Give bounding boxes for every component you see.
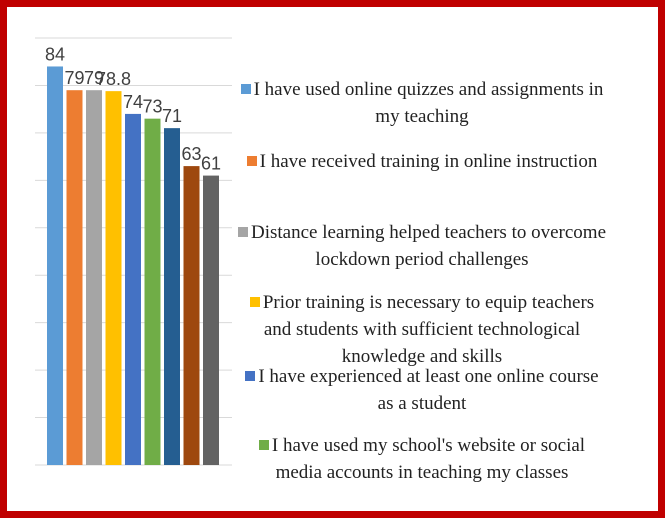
legend-label: I have used my school's website or socia… <box>271 435 586 483</box>
bar <box>86 90 102 465</box>
legend-label: Distance learning helped teachers to ove… <box>250 222 607 270</box>
bar <box>183 166 200 465</box>
bar <box>125 113 141 466</box>
data-label: 63 <box>181 144 201 164</box>
data-label: 78.8 <box>96 69 131 89</box>
bar <box>203 175 219 466</box>
legend-swatch <box>245 371 256 381</box>
legend-entry: I have received training in online instr… <box>236 148 608 175</box>
legend-entry: I have experienced at least one online c… <box>236 363 608 417</box>
legend-swatch <box>237 227 248 237</box>
legend-label: I have used online quizzes and assignmen… <box>253 79 604 127</box>
data-label: 71 <box>162 106 182 126</box>
bar <box>144 118 161 466</box>
legend-swatch <box>258 440 269 450</box>
bar <box>105 91 122 465</box>
legend-entry: Distance learning helped teachers to ove… <box>236 219 608 273</box>
legend-label: I have received training in online instr… <box>259 151 598 172</box>
bar <box>164 128 180 465</box>
legend-label: Prior training is necessary to equip tea… <box>262 292 595 367</box>
legend-swatch <box>246 156 257 166</box>
data-label: 74 <box>123 92 143 112</box>
legend-entry: I have used my school's website or socia… <box>236 432 608 486</box>
legend-swatch <box>249 297 260 307</box>
data-label: 79 <box>64 68 84 88</box>
data-label: 84 <box>45 44 65 64</box>
legend-label: I have experienced at least one online c… <box>258 366 599 414</box>
data-label: 79 <box>84 68 104 88</box>
data-label: 61 <box>201 154 221 174</box>
legend-swatch <box>240 84 251 94</box>
legend-entry: I have used online quizzes and assignmen… <box>236 76 608 130</box>
legend-entry: Prior training is necessary to equip tea… <box>236 289 608 370</box>
bar <box>66 90 83 465</box>
bar <box>47 66 63 465</box>
data-label: 73 <box>142 97 162 117</box>
